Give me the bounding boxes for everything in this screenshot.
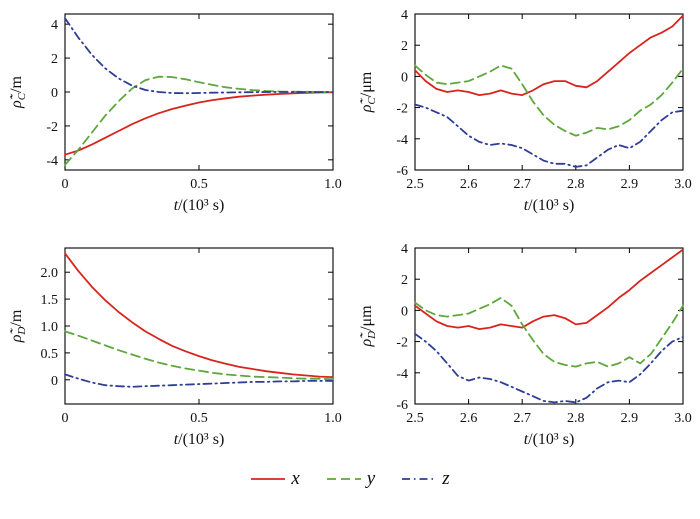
x-tick-label: 0 (62, 411, 69, 426)
y-tick-label: 0 (401, 304, 408, 319)
chart-grid: 0 0.5 1.0 -4 -2 0 2 4 t/(10³ s) ρ̃̇C/m 2.5 2.6 2.7 2… (0, 4, 700, 454)
x-tick-label: 2.8 (567, 411, 585, 426)
y-tick-label: -4 (46, 154, 58, 169)
series-line-y (414, 64, 684, 137)
series-line-x (414, 248, 684, 330)
x-tick-label: 2.5 (406, 411, 424, 426)
y-tick-label: 2 (401, 273, 408, 288)
y-tick-label: -2 (396, 102, 408, 117)
series-line-x (414, 14, 684, 96)
y-tick-label: 4 (401, 242, 408, 257)
legend-item-x: x (250, 468, 300, 490)
x-axis-label: t/(10³ s) (524, 431, 575, 448)
legend-label-x: x (291, 468, 300, 489)
series-line-y (414, 297, 684, 368)
x-tick-label: 1.0 (324, 411, 342, 426)
x-tick-label: 2.9 (621, 411, 639, 426)
x-tick-label: 3.0 (674, 411, 692, 426)
x-tick-label: 2.5 (406, 177, 424, 192)
x-tick-label: 2.9 (621, 177, 639, 192)
y-axis-label: ρ̃̇D/m (8, 309, 28, 343)
chart-rho-d-um: 2.5 2.6 2.7 2.8 2.9 3.0 -6 -4 -2 0 2 4 t/(10³ s) ρ̃̇D… (350, 238, 700, 454)
legend-item-z: z (401, 468, 450, 490)
chart-svg: 0 0.5 1.0 0 0.5 1.0 1.5 2.0 t/(10³ s) ρ̃̇D/m (8, 247, 342, 448)
y-tick-label: 2 (51, 52, 58, 67)
y-tick-label: -2 (396, 336, 408, 351)
legend-line-y-icon (326, 478, 361, 480)
x-axis-label: t/(10³ s) (174, 431, 225, 448)
series-line-y (64, 75, 334, 166)
chart-svg: 2.5 2.6 2.7 2.8 2.9 3.0 -6 -4 -2 0 2 4 t/(10³ s) ρ̃̇D… (358, 242, 692, 448)
series-line-z (64, 17, 334, 95)
x-tick-label: 2.6 (460, 411, 478, 426)
y-axis-label: ρ̃̇D/μm (358, 305, 378, 348)
x-tick-label: 2.7 (513, 177, 531, 192)
y-tick-label: 2 (401, 39, 408, 54)
y-tick-label: -6 (396, 398, 408, 413)
legend-line-z-icon (402, 478, 437, 480)
y-tick-label: 1.0 (41, 320, 59, 335)
series-line-x (64, 91, 334, 156)
y-tick-label: 4 (401, 8, 408, 23)
y-tick-label: 1.5 (41, 293, 59, 308)
y-tick-label: 2.0 (41, 266, 59, 281)
y-tick-label: 0 (401, 70, 408, 85)
chart-rho-c-um: 2.5 2.6 2.7 2.8 2.9 3.0 -6 -4 -2 0 2 4 t/(10³ s) ρ̃̇C… (350, 4, 700, 220)
plot-frame (414, 13, 684, 171)
y-tick-label: 4 (51, 18, 58, 33)
x-axis-label: t/(10³ s) (174, 197, 225, 214)
x-tick-label: 3.0 (674, 177, 692, 192)
x-tick-label: 0 (62, 177, 69, 192)
x-tick-label: 1.0 (324, 177, 342, 192)
y-axis-label: ρ̃̇C/μm (358, 71, 378, 113)
x-tick-label: 2.7 (513, 411, 531, 426)
series-line-x (64, 252, 334, 379)
x-tick-label: 0.5 (190, 177, 208, 192)
series-line-y (64, 330, 334, 381)
series-line-z (64, 373, 334, 388)
chart-rho-c-m: 0 0.5 1.0 -4 -2 0 2 4 t/(10³ s) ρ̃̇C/m (0, 4, 350, 220)
chart-rho-d-m: 0 0.5 1.0 0 0.5 1.0 1.5 2.0 t/(10³ s) ρ̃̇D/m (0, 238, 350, 454)
plot-frame (414, 247, 684, 405)
x-tick-label: 0.5 (190, 411, 208, 426)
x-tick-label: 2.6 (460, 177, 478, 192)
y-tick-label: -4 (396, 133, 408, 148)
legend-line-x-icon (251, 478, 286, 480)
legend: x y z (250, 454, 450, 504)
chart-svg: 2.5 2.6 2.7 2.8 2.9 3.0 -6 -4 -2 0 2 4 t/(10³ s) ρ̃̇C… (358, 8, 692, 214)
series-line-z (414, 103, 684, 168)
series-line-z (414, 332, 684, 404)
y-tick-label: -4 (396, 367, 408, 382)
y-axis-label: ρ̃̇C/m (8, 75, 28, 108)
legend-label-y: y (366, 468, 376, 489)
y-tick-label: -2 (46, 120, 58, 135)
y-tick-label: 0 (51, 86, 58, 101)
x-tick-label: 2.8 (567, 177, 585, 192)
y-tick-label: -6 (396, 164, 408, 179)
chart-svg: 0 0.5 1.0 -4 -2 0 2 4 t/(10³ s) ρ̃̇C/m (8, 13, 342, 214)
legend-label-z: z (442, 468, 450, 489)
y-tick-label: 0.5 (41, 347, 59, 362)
y-tick-label: 0 (51, 374, 58, 389)
legend-item-y: y (326, 468, 375, 490)
x-axis-label: t/(10³ s) (524, 197, 575, 214)
